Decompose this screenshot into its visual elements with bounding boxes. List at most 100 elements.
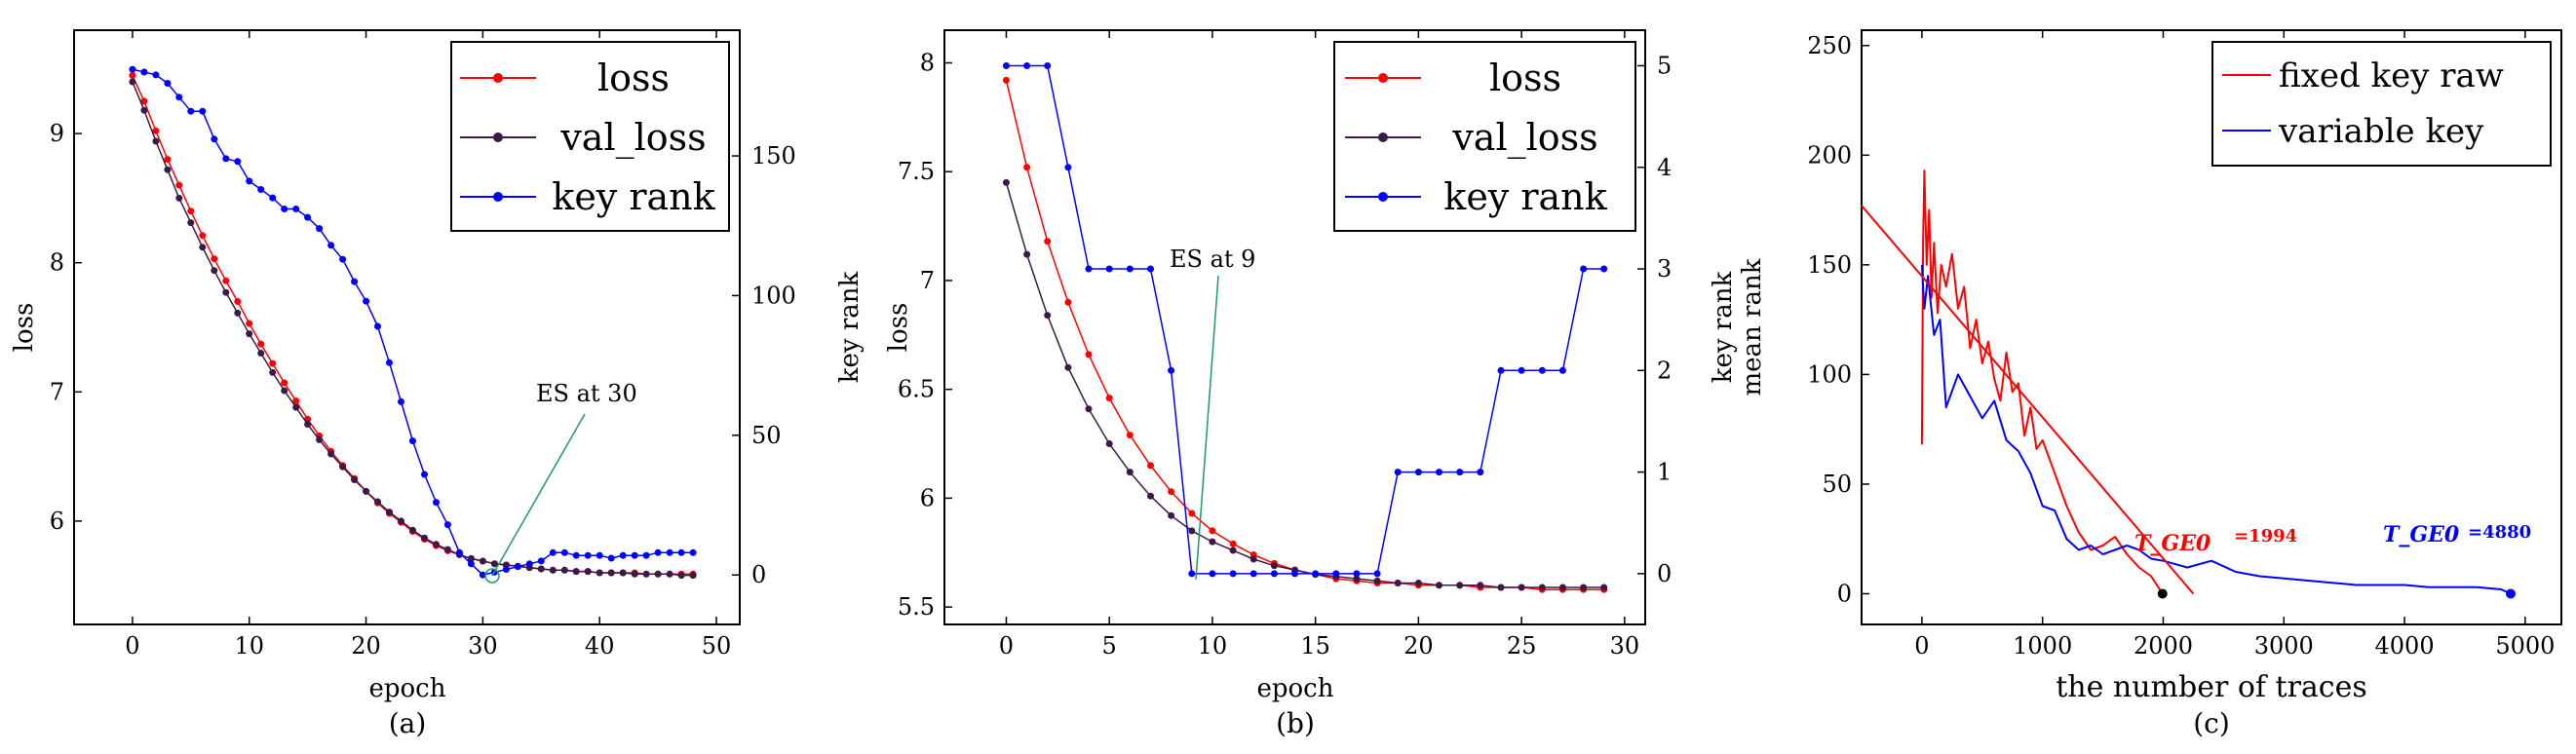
chart-b-ylabel-right: mean rank bbox=[1738, 258, 1767, 396]
data-point-loss bbox=[292, 397, 300, 405]
x-tick-label: 3000 bbox=[2254, 632, 2314, 660]
data-point-val-loss bbox=[490, 560, 498, 568]
data-point-key-rank bbox=[281, 206, 288, 212]
data-point-loss bbox=[234, 298, 242, 305]
data-point-key-rank bbox=[222, 155, 230, 163]
data-point-val-loss bbox=[292, 403, 300, 411]
data-point-val-loss bbox=[398, 517, 404, 525]
data-point-loss bbox=[1168, 488, 1175, 496]
data-point-key-rank bbox=[1580, 265, 1588, 273]
data-point-loss bbox=[222, 277, 230, 284]
x-tick-label: 50 bbox=[702, 632, 732, 660]
chart-b-legend-marker-loss bbox=[1378, 73, 1388, 83]
data-point-key-rank bbox=[351, 278, 359, 285]
data-point-key-rank bbox=[1064, 164, 1072, 171]
data-point-val-loss bbox=[1518, 584, 1525, 591]
data-point-key-rank bbox=[246, 177, 253, 185]
chart-c-annotation-fixed-label: T_GE0 bbox=[2134, 531, 2211, 556]
data-point-key-rank bbox=[572, 551, 580, 559]
data-point-val-loss bbox=[1558, 584, 1566, 591]
data-point-loss bbox=[175, 181, 183, 189]
chart-a-ticks: 0 10 20 30 40 50 6 7 8 9 0 50 100 150 bbox=[50, 30, 796, 660]
data-point-val-loss bbox=[549, 566, 557, 574]
data-point-key-rank bbox=[257, 186, 265, 193]
chart-b-ticks: 0 5 10 15 20 25 30 5.5 6 6.5 7 7.5 8 0 1 2 3 4 5 bbox=[898, 30, 1672, 660]
threshold-marker bbox=[2157, 588, 2168, 599]
x-tick-label: 10 bbox=[234, 632, 264, 660]
y-right-tick-label: 50 bbox=[751, 422, 782, 449]
y-tick-label: 0 bbox=[1837, 580, 1852, 607]
data-point-val-loss bbox=[1209, 538, 1216, 546]
data-point-key-rank bbox=[631, 551, 638, 559]
data-point-val-loss bbox=[1456, 582, 1464, 589]
data-point-val-loss bbox=[619, 569, 627, 577]
data-point-loss bbox=[129, 71, 136, 79]
data-point-val-loss bbox=[1414, 580, 1422, 586]
y-tick-label: 100 bbox=[1807, 360, 1852, 388]
data-point-val-loss bbox=[140, 106, 148, 114]
data-point-val-loss bbox=[199, 244, 207, 251]
x-tick-label: 30 bbox=[468, 632, 498, 660]
data-point-val-loss bbox=[1002, 178, 1010, 186]
data-point-val-loss bbox=[281, 387, 288, 395]
chart-b-xlabel: epoch bbox=[1257, 674, 1334, 703]
data-point-key-rank bbox=[269, 194, 277, 202]
series-line-key-rank bbox=[1006, 64, 1604, 575]
data-point-key-rank bbox=[1538, 366, 1546, 374]
y-right-tick-label: 100 bbox=[751, 282, 796, 309]
chart-b-ylabel: loss bbox=[884, 303, 913, 353]
chart-a-legend-marker-loss bbox=[493, 73, 503, 83]
x-tick-label: 2000 bbox=[2134, 632, 2193, 660]
data-point-key-rank bbox=[164, 80, 172, 87]
data-point-key-rank bbox=[1250, 570, 1257, 578]
data-point-val-loss bbox=[187, 219, 195, 227]
chart-a-annotation-marker bbox=[484, 568, 500, 584]
data-point-val-loss bbox=[1394, 580, 1402, 586]
chart-b-annotation-text: ES at 9 bbox=[1170, 245, 1255, 273]
chart-b-legend-label-key-rank: key rank bbox=[1443, 175, 1607, 218]
data-point-key-rank bbox=[677, 548, 685, 556]
series-line-variable-key bbox=[1920, 264, 2512, 595]
data-point-key-rank bbox=[1044, 62, 1052, 69]
chart-a-annotation-leader bbox=[491, 413, 586, 577]
data-point-key-rank bbox=[502, 566, 510, 573]
data-point-val-loss bbox=[409, 526, 416, 534]
chart-a-legend: loss val_loss key rank bbox=[450, 41, 730, 232]
data-point-val-loss bbox=[1497, 584, 1505, 591]
data-point-loss bbox=[164, 156, 172, 164]
chart-c-annotations: T_GE0 =1994 T_GE0 =4880 bbox=[2134, 522, 2531, 556]
chart-a-legend-label-loss: loss bbox=[597, 57, 670, 99]
data-point-key-rank bbox=[1394, 469, 1402, 476]
data-point-loss bbox=[1023, 164, 1031, 171]
data-point-val-loss bbox=[1044, 312, 1052, 320]
chart-b-legend-label-val-loss: val_loss bbox=[1451, 116, 1597, 160]
y-right-tick-label: 1 bbox=[1657, 459, 1672, 486]
data-point-loss bbox=[1064, 298, 1072, 306]
data-point-val-loss bbox=[246, 330, 253, 338]
chart-c-legend-label-fixed: fixed key raw bbox=[2279, 57, 2504, 95]
chart-a-legend-marker-val-loss bbox=[493, 132, 503, 142]
chart-b-series bbox=[1002, 62, 1608, 593]
data-point-key-rank bbox=[1168, 366, 1175, 374]
chart-b-annotation-leader bbox=[1195, 275, 1219, 581]
data-point-key-rank bbox=[316, 225, 324, 233]
chart-c-xlabel: the number of traces bbox=[2056, 670, 2367, 704]
data-point-val-loss bbox=[152, 137, 160, 145]
data-point-key-rank bbox=[433, 499, 440, 507]
x-tick-label: 40 bbox=[585, 632, 615, 660]
chart-b-legend-marker-key-rank bbox=[1378, 192, 1388, 202]
data-point-val-loss bbox=[1250, 555, 1257, 563]
x-tick-label: 10 bbox=[1198, 632, 1228, 660]
y-tick-label: 150 bbox=[1807, 251, 1852, 279]
data-point-key-rank bbox=[642, 551, 650, 559]
data-point-val-loss bbox=[1436, 582, 1442, 589]
data-point-val-loss bbox=[1229, 547, 1237, 554]
data-point-loss bbox=[1044, 238, 1052, 245]
chart-c-frame bbox=[1861, 29, 2562, 625]
data-point-loss bbox=[140, 97, 148, 105]
chart-c-legend-label-variable: variable key bbox=[2278, 112, 2484, 151]
data-point-loss bbox=[152, 127, 160, 134]
chart-c-legend: fixed key raw variable key bbox=[2211, 41, 2552, 167]
data-point-key-rank bbox=[1558, 366, 1566, 374]
data-point-key-rank bbox=[1373, 570, 1381, 578]
